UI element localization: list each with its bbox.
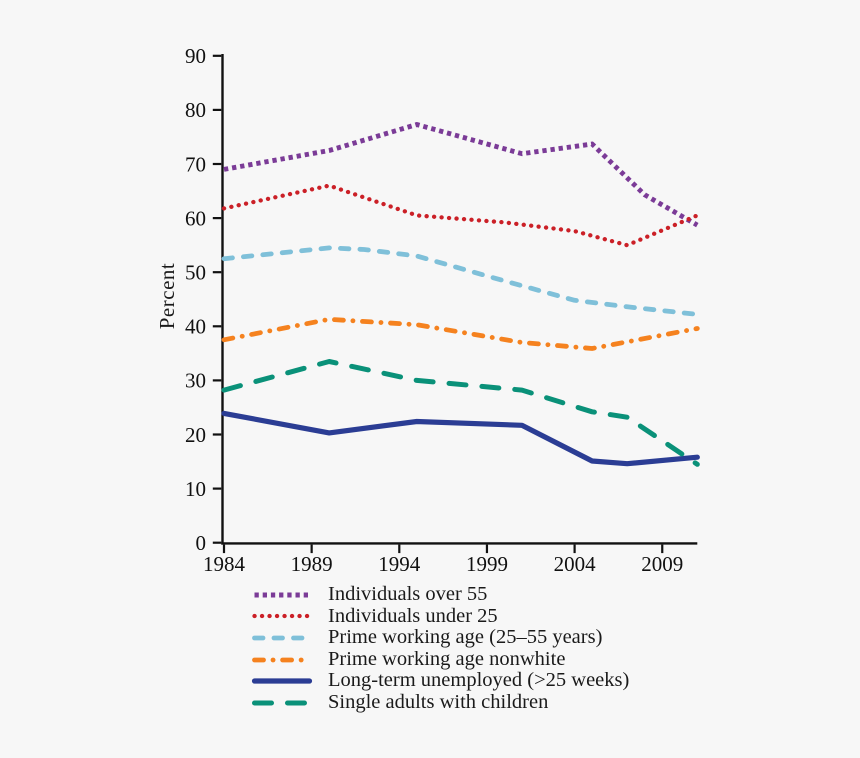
- x-tick-label: 1994: [378, 552, 421, 576]
- series-line-individuals-over-55: [223, 122, 699, 228]
- legend-label: Prime working age nonwhite: [328, 647, 566, 670]
- legend: Individuals over 55 Individuals under 25 P…: [251, 583, 629, 714]
- series-line-long-term-unemployed-25-weeks: [221, 410, 700, 467]
- legend-label: Individuals over 55: [328, 583, 488, 605]
- y-tick-label: 80: [185, 98, 206, 122]
- y-tick-label: 90: [185, 44, 206, 68]
- legend-swatch-solid-line: [251, 678, 313, 684]
- legend-label: Long-term unemployed (>25 weeks): [328, 669, 630, 692]
- y-tick-label: 10: [185, 477, 206, 501]
- legend-label: Individuals under 25: [328, 604, 498, 627]
- y-tick-label: 30: [185, 369, 206, 393]
- legend-item-individuals-under-25: Individuals under 25: [251, 604, 629, 628]
- y-axis-title: Percent: [155, 262, 179, 330]
- y-tick-label: 0: [196, 531, 207, 555]
- series-line-prime-working-age-nonwhite: [221, 316, 700, 351]
- legend-item-single-adults-with-children: Single adults with children: [251, 690, 629, 714]
- legend-label: Single adults with children: [328, 690, 549, 713]
- x-tick-label: 2004: [554, 552, 597, 576]
- series-line-individuals-under-25: [221, 183, 700, 248]
- legend-swatch-round-dot-line: [252, 614, 312, 619]
- y-tick-label: 40: [185, 315, 206, 339]
- series-line-prime-working-age-25-55-years: [221, 245, 700, 317]
- legend-swatch-dash-line: [252, 635, 312, 641]
- legend-swatch-long-dash-line: [252, 700, 312, 706]
- legend-item-prime-working-age-25-55-years: Prime working age (25–55 years): [251, 627, 629, 649]
- legend-item-long-term-unemployed-25-weeks: Long-term unemployed (>25 weeks): [251, 670, 629, 692]
- series-line-single-adults-with-children: [221, 359, 700, 467]
- legend-item-prime-working-age-nonwhite: Prime working age nonwhite: [251, 647, 629, 671]
- x-tick-label: 1989: [291, 552, 333, 576]
- legend-item-individuals-over-55: Individuals over 55: [251, 583, 629, 606]
- x-tick-label: 1999: [466, 552, 508, 576]
- y-tick-label: 20: [185, 423, 206, 447]
- y-tick-label: 70: [185, 152, 206, 176]
- x-tick-label: 2009: [641, 552, 683, 576]
- y-tick-label: 60: [185, 206, 206, 230]
- x-tick-label: 1984: [203, 552, 246, 576]
- y-tick-label: 50: [185, 261, 206, 285]
- legend-label: Prime working age (25–55 years): [328, 626, 603, 649]
- legend-swatch-dash-dot-line: [252, 657, 312, 662]
- legend-swatch-square-dot-line: [254, 592, 310, 598]
